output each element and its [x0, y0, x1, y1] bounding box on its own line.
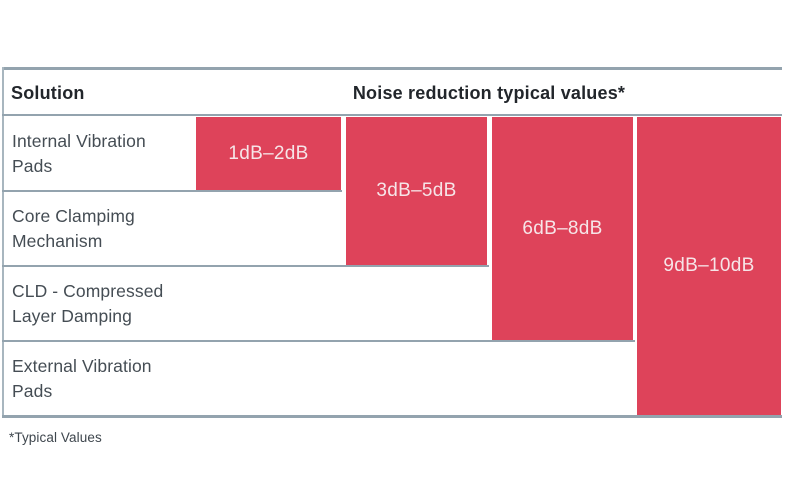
row-separator	[2, 190, 342, 192]
header-rule	[2, 114, 782, 116]
column-header-values: Noise reduction typical values*	[352, 83, 626, 103]
row-label-line: Pads	[12, 380, 53, 401]
value-bar-1db-2db: 1dB–2dB	[196, 117, 341, 190]
value-bar-6db-8db: 6dB–8dB	[492, 117, 633, 340]
row-separator	[2, 340, 635, 342]
row-label-line: CLD - Compressed	[12, 280, 164, 301]
row-label-cld-compressed-layer-damping: CLD - Compressed Layer Damping	[12, 267, 192, 340]
row-label-line: Core Clampimg	[12, 205, 135, 226]
left-border	[2, 67, 4, 418]
column-header-solution: Solution	[11, 83, 85, 103]
row-label-line: External Vibration	[12, 355, 152, 376]
row-label-internal-vibration-pads: Internal Vibration Pads	[12, 117, 192, 190]
bottom-rule	[2, 415, 782, 418]
footnote: *Typical Values	[9, 430, 102, 445]
row-label-line: Mechanism	[12, 230, 103, 251]
row-label-external-vibration-pads: External Vibration Pads	[12, 342, 192, 415]
row-label-line: Internal Vibration	[12, 130, 146, 151]
value-bar-9db-10db: 9dB–10dB	[637, 117, 781, 415]
value-bar-3db-5db: 3dB–5dB	[346, 117, 487, 265]
top-rule	[2, 67, 782, 70]
row-label-core-clamping-mechanism: Core Clampimg Mechanism	[12, 192, 192, 265]
row-label-line: Layer Damping	[12, 305, 132, 326]
row-separator	[2, 265, 489, 267]
row-label-line: Pads	[12, 155, 53, 176]
